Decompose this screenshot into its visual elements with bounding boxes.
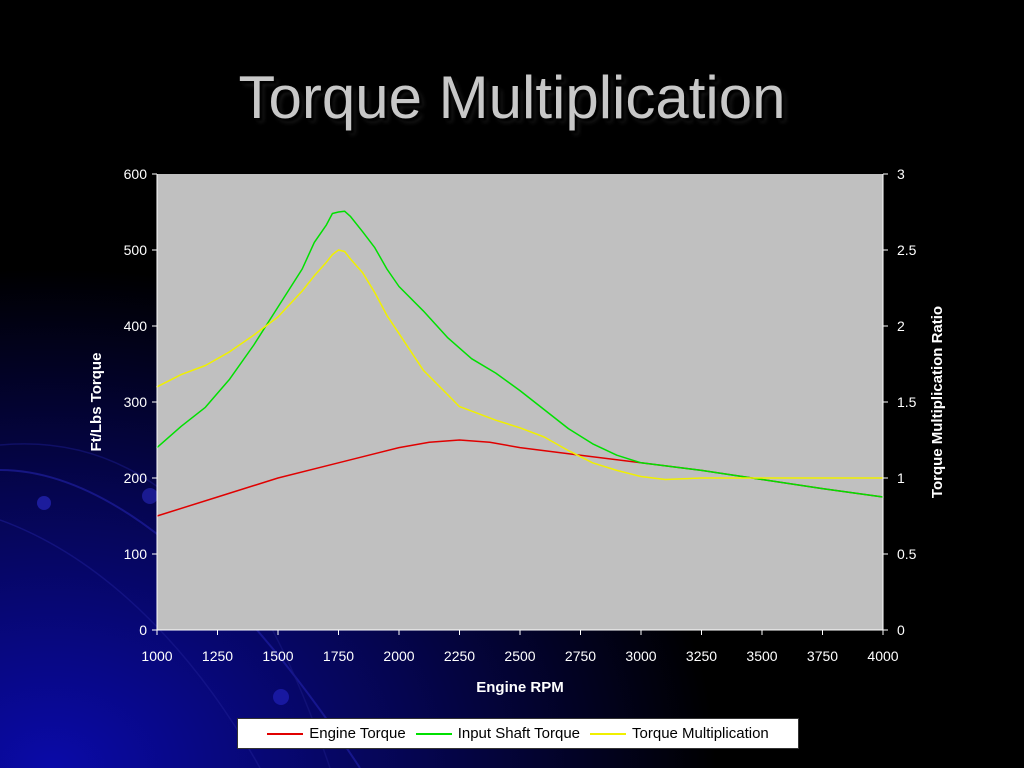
axis-ticks: 1000 1250 1500 1750 2000 2250 2500 2750 3000 3250… xyxy=(124,166,917,664)
x-tick-label: 1000 xyxy=(141,648,172,664)
legend-item-input-shaft-torque: Input Shaft Torque xyxy=(415,725,581,742)
legend-swatch-input-shaft-torque xyxy=(415,732,452,735)
x-tick-label: 3500 xyxy=(746,648,777,664)
y-tick-label-left: 300 xyxy=(124,394,148,410)
x-tick-label: 3250 xyxy=(686,648,717,664)
y-tick-label-right: 1 xyxy=(897,470,905,486)
legend-swatch-torque-multiplication xyxy=(590,732,627,735)
x-tick-label: 4000 xyxy=(867,648,898,664)
series-layer xyxy=(156,210,884,517)
series-line-input-shaft-torque xyxy=(156,210,884,498)
slide-title: Torque Multiplication xyxy=(238,64,786,131)
y-tick-label-right: 3 xyxy=(897,166,905,182)
y-tick-label-right: 0.5 xyxy=(897,546,917,562)
x-tick-label: 2250 xyxy=(444,648,475,664)
y-tick-label-left: 0 xyxy=(139,622,147,638)
chart-legend: Engine Torque Input Shaft Torque Torque … xyxy=(237,718,799,749)
x-tick-label: 3000 xyxy=(625,648,656,664)
y-tick-label-left: 600 xyxy=(124,166,148,182)
y-tick-label-left: 500 xyxy=(124,242,148,258)
y-axis-right-title: Torque Multiplication Ratio xyxy=(929,306,946,498)
y-tick-label-right: 1.5 xyxy=(897,394,917,410)
plot-area xyxy=(157,174,883,630)
decorative-dot xyxy=(142,488,158,504)
x-tick-label: 3750 xyxy=(807,648,838,664)
y-tick-label-right: 2.5 xyxy=(897,242,917,258)
legend-item-torque-multiplication: Torque Multiplication xyxy=(590,725,769,742)
decorative-dot xyxy=(273,689,289,705)
x-tick-label: 1750 xyxy=(323,648,354,664)
decorative-swoosh xyxy=(0,519,261,768)
y-axis-left-title: Ft/Lbs Torque xyxy=(88,353,105,452)
x-tick-label: 2750 xyxy=(565,648,596,664)
x-axis-title: Engine RPM xyxy=(476,679,564,696)
legend-label-input-shaft-torque: Input Shaft Torque xyxy=(457,725,581,742)
y-tick-label-right: 2 xyxy=(897,318,905,334)
y-tick-label-left: 200 xyxy=(124,470,148,486)
x-tick-label: 1250 xyxy=(202,648,233,664)
legend-item-engine-torque: Engine Torque xyxy=(267,725,406,742)
x-tick-label: 1500 xyxy=(262,648,293,664)
decorative-dot xyxy=(37,496,51,510)
x-tick-label: 2500 xyxy=(504,648,535,664)
y-tick-label-right: 0 xyxy=(897,622,905,638)
y-tick-label-left: 400 xyxy=(124,318,148,334)
series-line-torque-multiplication xyxy=(156,249,884,481)
legend-label-engine-torque: Engine Torque xyxy=(309,725,406,742)
y-tick-label-left: 100 xyxy=(124,546,148,562)
legend-label-torque-multiplication: Torque Multiplication xyxy=(632,725,769,742)
legend-swatch-engine-torque xyxy=(267,732,304,735)
x-tick-label: 2000 xyxy=(383,648,414,664)
